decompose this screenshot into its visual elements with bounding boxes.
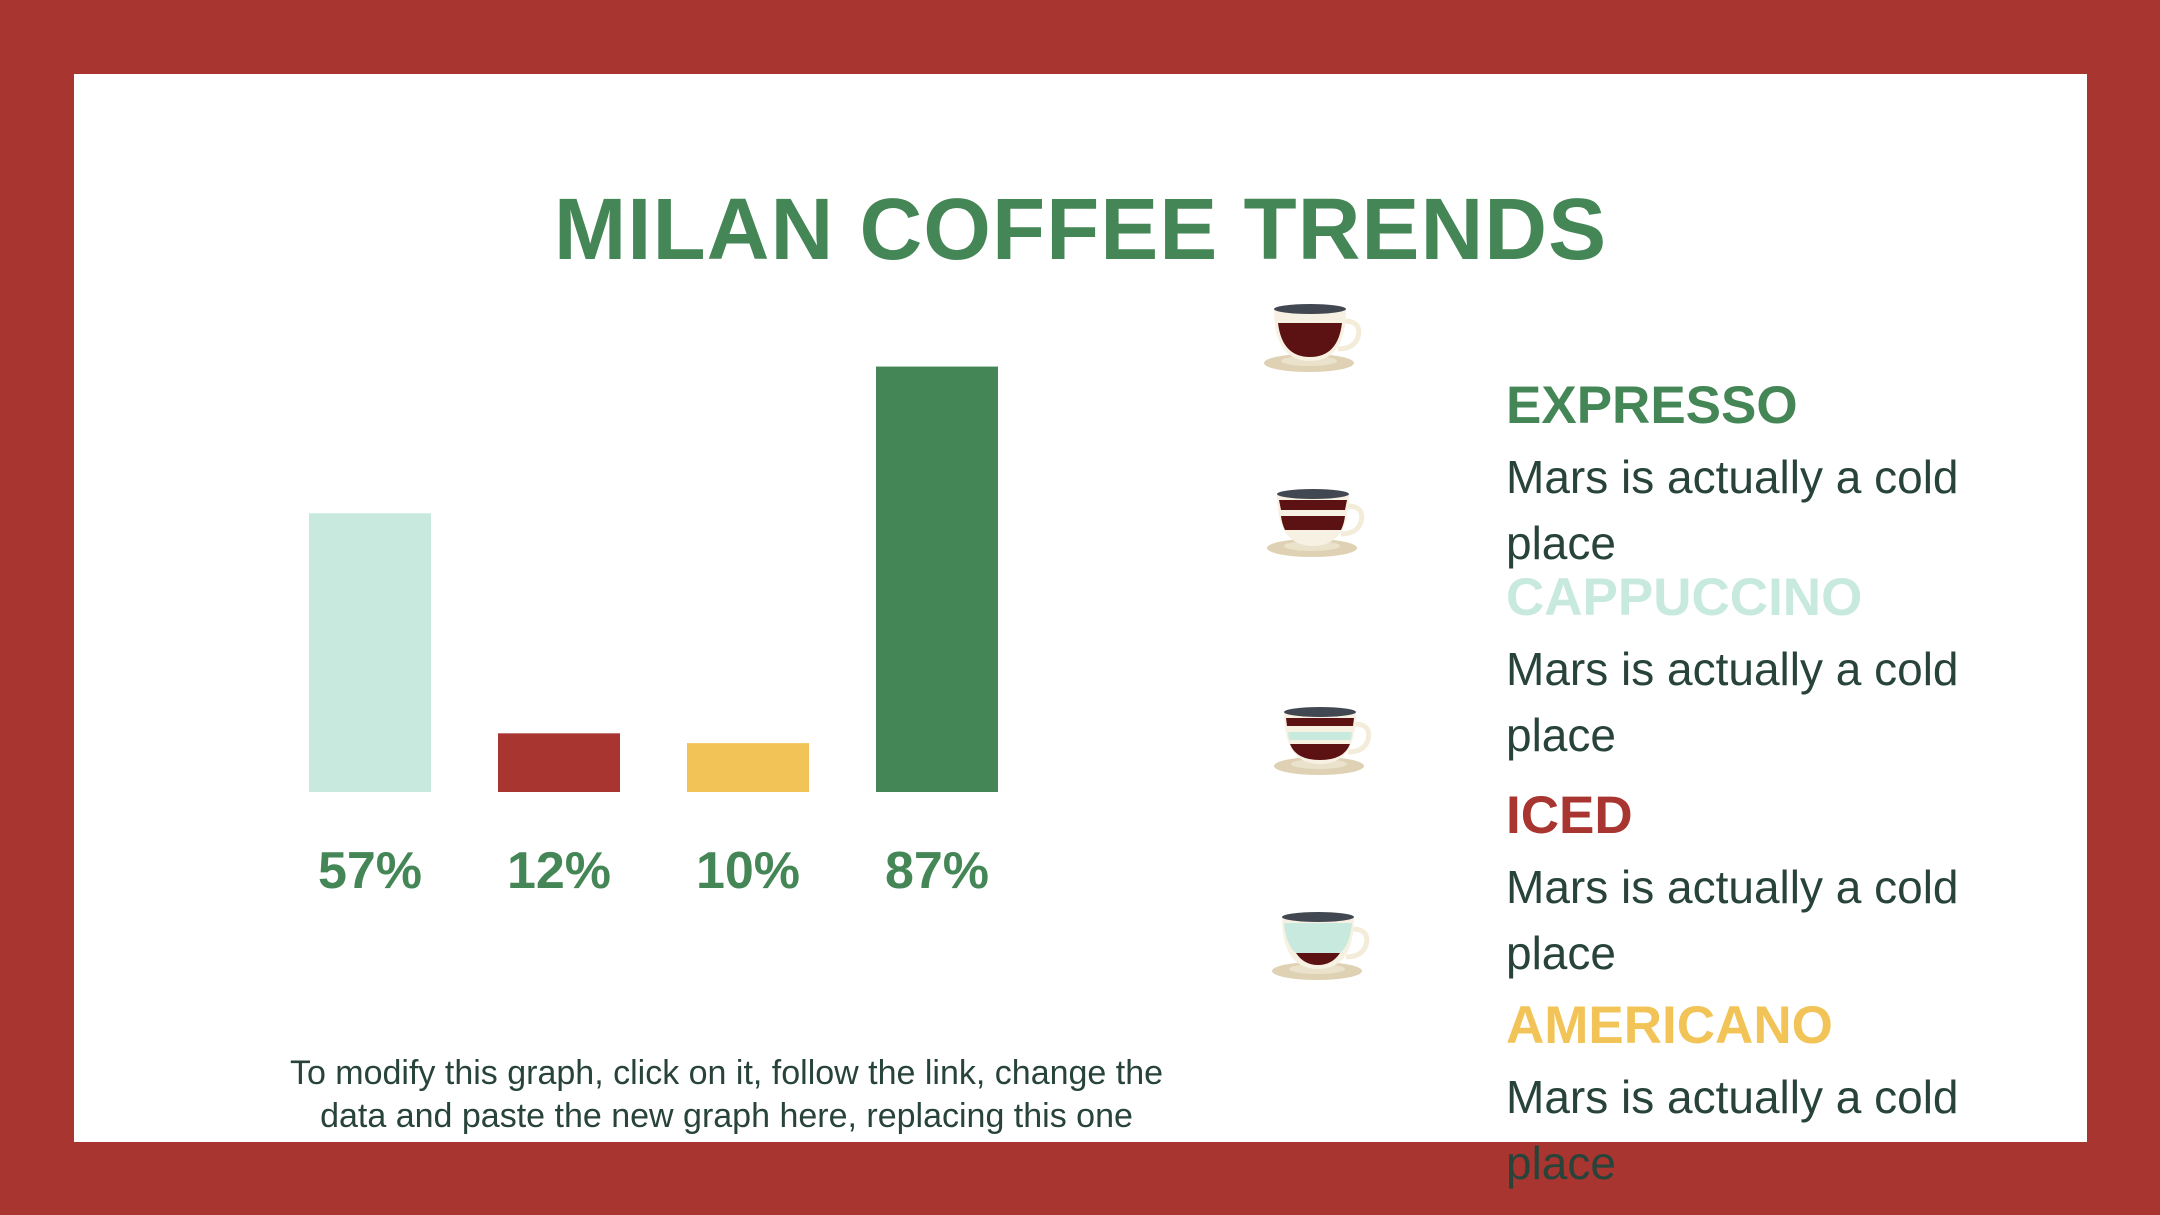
legend-item-cappuccino: CAPPUCCINO Mars is actually a cold place (1506, 571, 2066, 768)
legend-item-description: Mars is actually a cold place (1506, 861, 1959, 979)
legend-item-americano: AMERICANO Mars is actually a cold place (1506, 999, 2066, 1196)
bar-value-label: 10% (696, 842, 800, 900)
bar-value-label: 87% (885, 842, 989, 900)
legend-item-title: AMERICANO (1506, 996, 1833, 1055)
page-title: MILAN COFFEE TRENDS (553, 181, 1608, 278)
legend-item-iced: ICED Mars is actually a cold place (1506, 789, 2066, 986)
bar-value-label: 12% (507, 842, 611, 900)
legend-item-description: Mars is actually a cold place (1506, 1071, 1959, 1189)
bar-chart[interactable]: 57% 12% 10% 87% (74, 74, 1274, 1034)
legend-item-expresso: EXPRESSO Mars is actually a cold place (1506, 379, 2066, 576)
legend-item-title: EXPRESSO (1506, 376, 1798, 435)
legend-item-title: ICED (1506, 786, 1633, 845)
espresso-cup-icon (1264, 304, 1362, 372)
legend-item-description: Mars is actually a cold place (1506, 643, 1959, 761)
iced-coffee-cup-icon (1274, 707, 1372, 775)
bar-expresso[interactable] (309, 513, 431, 792)
bar-value-label: 57% (318, 842, 422, 900)
bar-cappuccino[interactable] (498, 733, 620, 792)
cappuccino-cup-icon (1267, 489, 1365, 557)
legend-item-description: Mars is actually a cold place (1506, 451, 1959, 569)
bar-americano[interactable] (876, 366, 998, 792)
americano-cup-icon (1272, 912, 1370, 980)
legend-item-title: CAPPUCCINO (1506, 568, 1863, 627)
bar-iced[interactable] (687, 743, 809, 792)
chart-instructions: To modify this graph, click on it, follo… (289, 1054, 1164, 1135)
slide: MILAN COFFEE TRENDS 57% 12% 10% 87% To modi… (74, 74, 2087, 1189)
